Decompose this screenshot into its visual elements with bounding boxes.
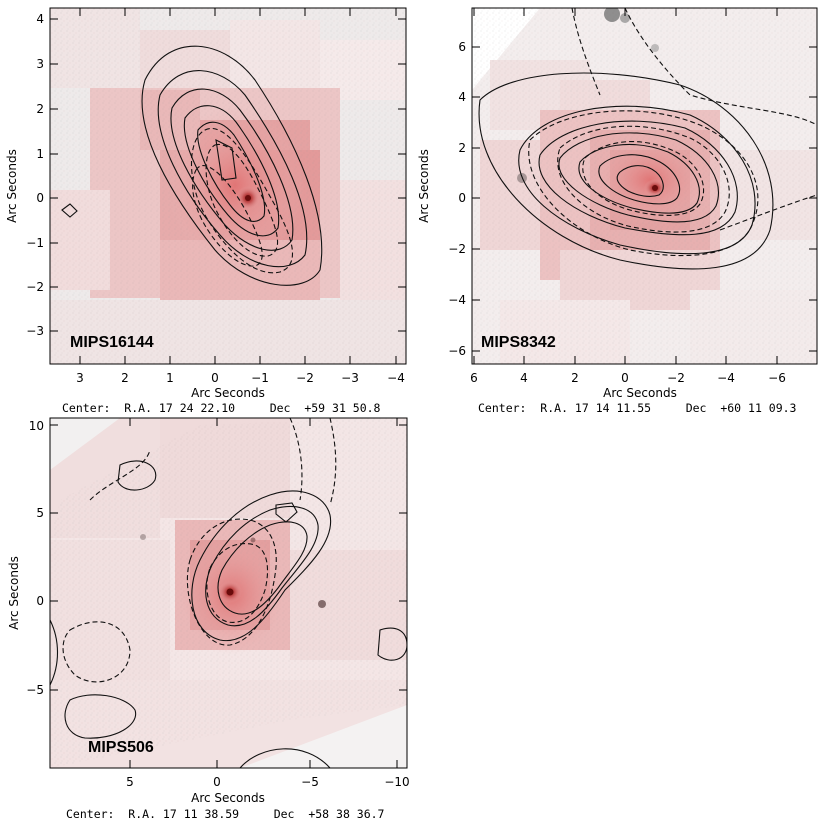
panel1-xlabel: Arc Seconds [191, 386, 265, 400]
panel2-ticks [472, 8, 817, 364]
panel1-ylabel: Arc Seconds [5, 149, 19, 223]
panel1-x-tick: −3 [341, 371, 359, 385]
panel2-image [472, 8, 817, 364]
panel2-y-tick-labels: 6 4 2 0 −2 −4 −6 [448, 40, 466, 358]
panel2-frame [471, 7, 818, 365]
panel-mips506: 5 0 −5 −10 10 5 0 −5 Arc Seconds Arc Sec… [7, 417, 410, 821]
panel2-x-tick: −2 [667, 371, 685, 385]
panel1-contours-dashed [190, 127, 293, 274]
panel1-x-tick: 1 [166, 371, 174, 385]
panel3-ticks [50, 418, 407, 768]
panel1-x-tick: −1 [251, 371, 269, 385]
panel1-x-tick-labels: 3 2 1 0 −1 −2 −3 −4 [76, 371, 405, 385]
panel1-x-tick: −2 [296, 371, 314, 385]
panel2-x-tick: 4 [520, 371, 528, 385]
panel3-image [50, 418, 407, 768]
panel1-contours-solid [61, 45, 323, 286]
panel1-x-tick: 2 [121, 371, 129, 385]
panel2-source-label: MIPS8342 [481, 334, 556, 351]
panel2-center-coords: Center: R.A. 17 14 11.55 Dec +60 11 09.3 [478, 401, 797, 415]
panel2-x-tick: 6 [470, 371, 478, 385]
panel2-y-tick: −4 [448, 293, 466, 307]
panel1-image [50, 8, 406, 364]
panel3-x-tick: −10 [384, 775, 409, 789]
panel2-y-tick: 0 [458, 191, 466, 205]
panel2-y-tick: −6 [448, 344, 466, 358]
panel3-y-tick: −5 [26, 683, 44, 697]
panel3-contours-solid [50, 460, 407, 768]
panel3-ylabel: Arc Seconds [7, 556, 21, 630]
panel2-y-tick: −2 [448, 242, 466, 256]
panel2-x-tick: 0 [621, 371, 629, 385]
panel2-ylabel: Arc Seconds [417, 149, 431, 223]
panel1-source-label: MIPS16144 [70, 334, 154, 351]
panel2-y-tick: 2 [458, 141, 466, 155]
panel1-y-tick: 2 [36, 102, 44, 116]
panel1-frame [49, 7, 407, 365]
panel3-xlabel: Arc Seconds [191, 791, 265, 805]
panel2-x-tick-labels: 6 4 2 0 −2 −4 −6 [470, 371, 786, 385]
panel3-frame [49, 417, 408, 769]
panel-mips16144: 3 2 1 0 −1 −2 −3 −4 4 3 2 1 0 −1 −2 −3 A… [5, 7, 407, 415]
panel1-ticks [50, 8, 406, 364]
panel3-y-tick-labels: 10 5 0 −5 [26, 419, 44, 697]
panel1-y-tick: −2 [26, 280, 44, 294]
panel3-x-tick-labels: 5 0 −5 −10 [126, 775, 409, 789]
panel1-y-tick: 1 [36, 147, 44, 161]
panel3-x-tick: −5 [301, 775, 319, 789]
panel2-contours-dashed [528, 8, 817, 257]
panel1-y-tick: 4 [36, 12, 44, 26]
panel2-x-tick: −6 [768, 371, 786, 385]
panel1-y-tick-labels: 4 3 2 1 0 −1 −2 −3 [26, 12, 44, 338]
panel3-source-label: MIPS506 [88, 739, 154, 756]
panel1-y-tick: 3 [36, 57, 44, 71]
panel2-xlabel: Arc Seconds [603, 386, 677, 400]
panel3-x-tick: 0 [213, 775, 221, 789]
panel1-center-coords: Center: R.A. 17 24 22.10 Dec +59 31 50.8 [62, 401, 381, 415]
panel3-contours-dashed [62, 418, 337, 683]
panel1-y-tick: −3 [26, 324, 44, 338]
panel3-y-tick: 0 [36, 594, 44, 608]
panel2-y-tick: 6 [458, 40, 466, 54]
panel3-x-tick: 5 [126, 775, 134, 789]
panel2-y-tick: 4 [458, 90, 466, 104]
panel1-y-tick: 0 [36, 191, 44, 205]
panel-mips8342: 6 4 2 0 −2 −4 −6 6 4 2 0 −2 −4 −6 Arc Se… [417, 7, 818, 415]
panel1-y-tick: −1 [26, 236, 44, 250]
panel1-x-tick: 3 [76, 371, 84, 385]
panel1-x-tick: −4 [387, 371, 405, 385]
panel3-center-coords: Center: R.A. 17 11 38.59 Dec +58 38 36.7 [66, 807, 385, 821]
panel3-y-tick: 10 [29, 419, 44, 433]
panel2-x-tick: 2 [571, 371, 579, 385]
panel3-y-tick: 5 [36, 506, 44, 520]
panel1-x-tick: 0 [211, 371, 219, 385]
panel2-x-tick: −4 [717, 371, 735, 385]
